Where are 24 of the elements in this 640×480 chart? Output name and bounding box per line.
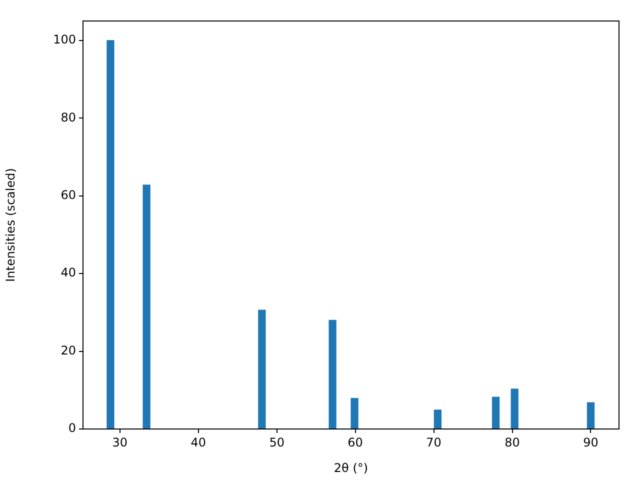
bar (510, 388, 518, 429)
y-tick-label: 60 (60, 188, 76, 202)
bar (492, 396, 500, 429)
bar (434, 410, 442, 429)
x-tick-label: 70 (426, 435, 442, 450)
x-tick-label: 60 (348, 435, 363, 450)
x-tick-label: 40 (190, 435, 206, 450)
x-tick-label: 30 (112, 435, 128, 450)
y-tick-label: 100 (53, 32, 76, 47)
x-tick-label: 80 (504, 435, 520, 450)
y-tick-label: 80 (60, 110, 76, 124)
bar (142, 184, 150, 429)
bar (258, 310, 266, 429)
x-axis-title: 2θ (°) (334, 460, 368, 475)
y-tick-label: 0 (68, 421, 76, 436)
bar (350, 398, 358, 429)
bar (328, 320, 336, 429)
y-tick-label: 40 (60, 266, 76, 280)
x-tick-label: 50 (269, 435, 284, 450)
bar (106, 40, 114, 429)
y-tick-label: 20 (60, 343, 76, 358)
bar (586, 402, 595, 429)
y-axis-title: Intensities (scaled) (3, 168, 18, 282)
x-tick-label: 90 (583, 435, 598, 450)
